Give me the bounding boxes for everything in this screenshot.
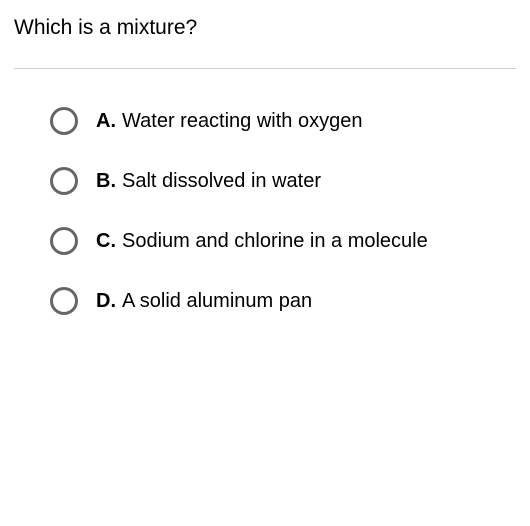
radio-icon — [50, 167, 78, 195]
option-b[interactable]: B. Salt dissolved in water — [50, 167, 516, 195]
option-c[interactable]: C. Sodium and chlorine in a molecule — [50, 227, 516, 255]
option-text: Sodium and chlorine in a molecule — [122, 230, 428, 253]
option-letter: B. — [96, 170, 116, 193]
option-text: A solid aluminum pan — [122, 290, 312, 313]
question-text: Which is a mixture? — [14, 16, 516, 40]
option-d[interactable]: D. A solid aluminum pan — [50, 287, 516, 315]
option-letter: C. — [96, 230, 116, 253]
radio-icon — [50, 107, 78, 135]
option-letter: D. — [96, 290, 116, 313]
radio-icon — [50, 287, 78, 315]
option-text: Water reacting with oxygen — [122, 110, 362, 133]
options-container: A. Water reacting with oxygen B. Salt di… — [14, 107, 516, 315]
option-letter: A. — [96, 110, 116, 133]
question-divider — [14, 68, 516, 69]
option-a[interactable]: A. Water reacting with oxygen — [50, 107, 516, 135]
radio-icon — [50, 227, 78, 255]
option-text: Salt dissolved in water — [122, 170, 321, 193]
